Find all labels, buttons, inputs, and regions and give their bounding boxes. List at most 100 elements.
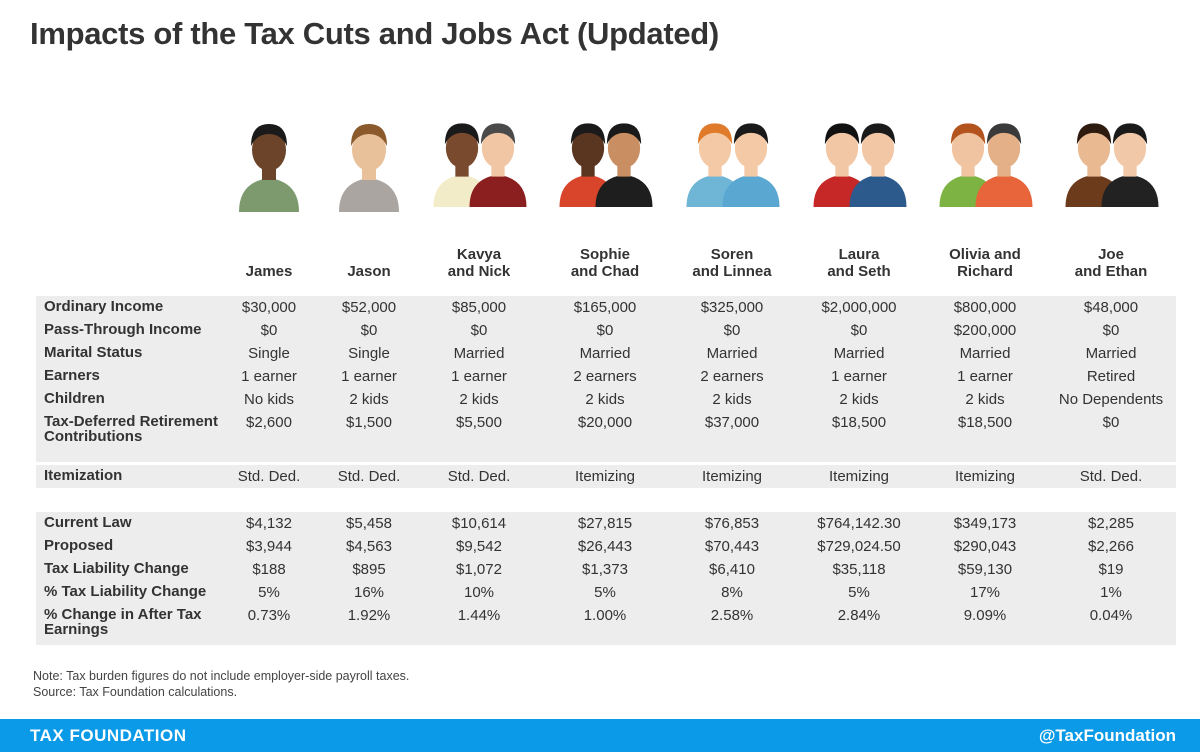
table-cell: $52,000 bbox=[341, 299, 397, 316]
table-cell: $85,000 bbox=[451, 299, 507, 316]
table-cell: 9.09% bbox=[963, 607, 1007, 624]
table-cell: $200,000 bbox=[953, 322, 1017, 339]
brand-label: TAX FOUNDATION bbox=[30, 726, 187, 745]
table-cell: Married bbox=[1085, 345, 1137, 362]
table-cell: $3,944 bbox=[246, 538, 292, 555]
household-name-line: and Ethan bbox=[1074, 263, 1148, 280]
table-cell: $2,600 bbox=[246, 414, 292, 431]
table-cell: 1.44% bbox=[457, 607, 501, 624]
table-cell: $0 bbox=[1102, 414, 1120, 431]
table-cell: 1 earner bbox=[341, 368, 397, 385]
household-name-line: Richard bbox=[957, 263, 1013, 280]
source-text: Source: Tax Foundation calculations. bbox=[33, 685, 238, 699]
table-cell: Married bbox=[706, 345, 758, 362]
household-name: Jason bbox=[306, 263, 432, 280]
household-name-line: James bbox=[245, 263, 293, 280]
table-cell: $76,853 bbox=[704, 515, 760, 532]
table-cell: $26,443 bbox=[577, 538, 633, 555]
note-text: Note: Tax burden figures do not include … bbox=[33, 669, 410, 683]
table-cell: 2.84% bbox=[837, 607, 881, 624]
table-cell: 10% bbox=[463, 584, 495, 601]
table-cell: $4,563 bbox=[346, 538, 392, 555]
table-cell: 2.58% bbox=[710, 607, 754, 624]
table-cell: Std. Ded. bbox=[1079, 468, 1143, 485]
avatar-row bbox=[0, 112, 1200, 222]
row-label: Proposed bbox=[44, 537, 114, 554]
household-name-line: Sophie bbox=[579, 246, 630, 263]
table-cell: Single bbox=[348, 345, 390, 362]
table-cell: Itemizing bbox=[701, 468, 763, 485]
table-cell: 1.00% bbox=[583, 607, 627, 624]
table-cell: $35,118 bbox=[832, 561, 886, 578]
footer-bar: TAX FOUNDATION @TaxFoundation bbox=[0, 719, 1200, 752]
household-name: Joe and Ethan bbox=[1048, 246, 1174, 280]
couple-icon bbox=[542, 112, 668, 222]
couple-icon bbox=[416, 112, 542, 222]
table-cell: Married bbox=[959, 345, 1011, 362]
table-cell: $0 bbox=[596, 322, 614, 339]
household-name-line: and Chad bbox=[570, 263, 640, 280]
table-cell: 1 earner bbox=[831, 368, 887, 385]
household-name-line: Jason bbox=[347, 263, 391, 280]
table-cell: Itemizing bbox=[954, 468, 1016, 485]
household-name: Laura and Seth bbox=[796, 246, 922, 280]
table-cell: No kids bbox=[243, 391, 295, 408]
table-cell: 2 kids bbox=[839, 391, 879, 408]
table-cell: $0 bbox=[360, 322, 378, 339]
table-cell: Married bbox=[579, 345, 631, 362]
man-with-glasses-icon bbox=[206, 112, 332, 222]
household-name: Sophie and Chad bbox=[542, 246, 668, 280]
couple-icon bbox=[1048, 112, 1174, 222]
table-cell: $2,266 bbox=[1088, 538, 1134, 555]
row-label: % Tax Liability Change bbox=[44, 583, 207, 600]
table-cell: 1 earner bbox=[451, 368, 507, 385]
household-name: Soren and Linnea bbox=[669, 246, 795, 280]
table-cell: $27,815 bbox=[577, 515, 633, 532]
table-cell: $5,500 bbox=[456, 414, 502, 431]
table-row: Children No kids 2 kids 2 kids 2 kids 2 kids 2… bbox=[36, 388, 1176, 411]
table-cell: Single bbox=[248, 345, 290, 362]
couple-icon bbox=[669, 112, 795, 222]
household-name-line: Joe bbox=[1098, 246, 1124, 263]
table-cell: Married bbox=[453, 345, 505, 362]
table-cell: Std. Ded. bbox=[447, 468, 511, 485]
table-row: Current Law $4,132 $5,458 $10,614 $27,815 $76… bbox=[36, 512, 1176, 535]
table-cell: $37,000 bbox=[704, 414, 760, 431]
table-cell: 2 kids bbox=[712, 391, 752, 408]
household-name-line: Laura bbox=[838, 246, 880, 263]
table-row: % Change in After Tax Earnings 0.73% 1.92%… bbox=[36, 604, 1176, 645]
row-label: Tax Liability Change bbox=[44, 560, 189, 577]
table-cell: $1,072 bbox=[456, 561, 502, 578]
social-handle: @TaxFoundation bbox=[1038, 726, 1176, 745]
row-label: % Change in After Tax Earnings bbox=[44, 606, 202, 638]
table-cell: 17% bbox=[969, 584, 1001, 601]
table-row: Proposed $3,944 $4,563 $9,542 $26,443 $70,443… bbox=[36, 535, 1176, 558]
table-cell: $5,458 bbox=[346, 515, 392, 532]
table-cell: $729,024.50 bbox=[817, 538, 901, 555]
table-cell: $70,443 bbox=[704, 538, 760, 555]
table-cell: 5% bbox=[258, 584, 280, 601]
table-cell: 0.04% bbox=[1089, 607, 1133, 624]
couple-icon bbox=[796, 112, 922, 222]
table-cell: $895 bbox=[352, 561, 386, 578]
table-cell: 5% bbox=[848, 584, 870, 601]
table-cell: 0.73% bbox=[247, 607, 291, 624]
table-cell: $800,000 bbox=[953, 299, 1017, 316]
table-cell: $59,130 bbox=[957, 561, 1013, 578]
page-title: Impacts of the Tax Cuts and Jobs Act (Up… bbox=[30, 16, 719, 51]
household-name-line: and Linnea bbox=[692, 263, 772, 280]
row-label: Pass-Through Income bbox=[44, 321, 202, 338]
table-cell: $48,000 bbox=[1083, 299, 1139, 316]
table-cell: $0 bbox=[1102, 322, 1120, 339]
household-name-line: Olivia and bbox=[949, 246, 1021, 263]
row-label: Marital Status bbox=[44, 344, 143, 361]
table-cell: $19 bbox=[1098, 561, 1124, 578]
table-cell: 8% bbox=[721, 584, 743, 601]
notes: Note: Tax burden figures do not include … bbox=[33, 668, 409, 700]
row-label: Tax-Deferred Retirement Contributions bbox=[44, 413, 218, 445]
household-name-line: Kavya bbox=[456, 246, 502, 263]
table-cell: 5% bbox=[594, 584, 616, 601]
table-cell: 2 earners bbox=[700, 368, 764, 385]
table-cell: $188 bbox=[252, 561, 286, 578]
table-cell: $2,285 bbox=[1088, 515, 1134, 532]
